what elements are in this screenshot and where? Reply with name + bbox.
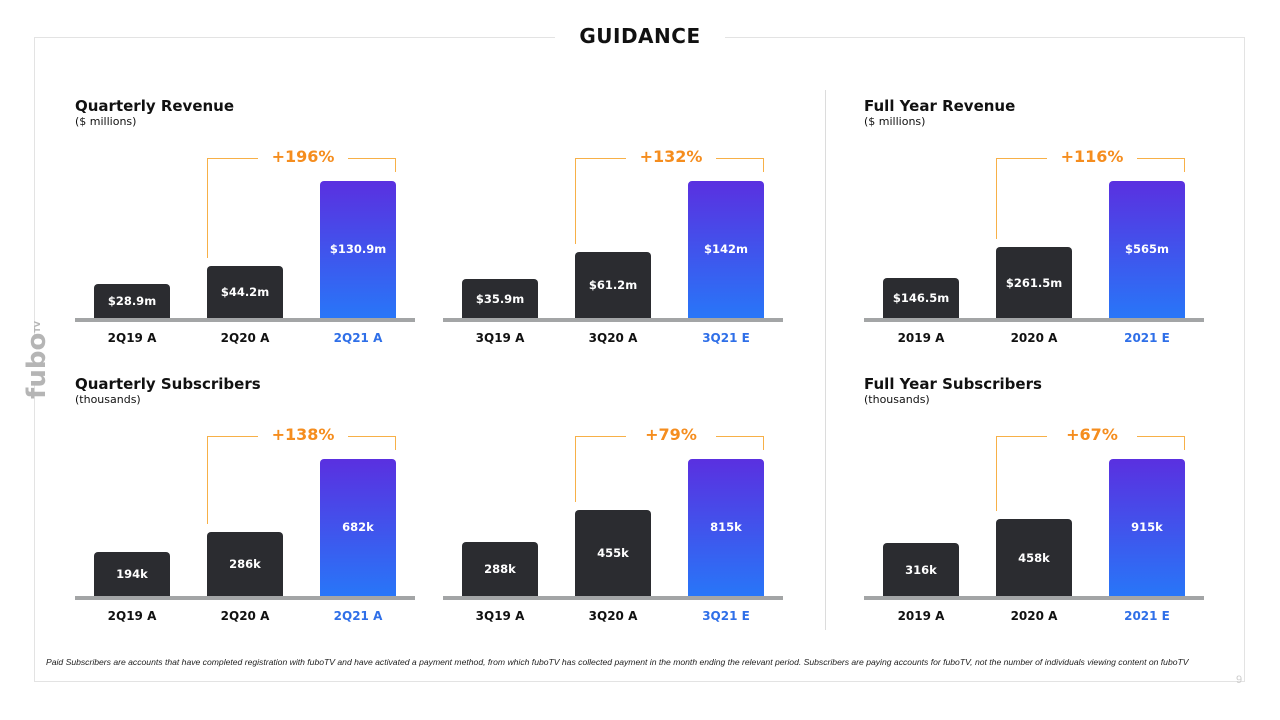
chart-title: Quarterly Subscribers [75, 375, 261, 393]
growth-label: +79% [626, 425, 716, 444]
growth-label: +132% [626, 147, 716, 166]
growth-label: +138% [258, 425, 348, 444]
tick-label: 2Q20 A [220, 331, 270, 345]
page-title: GUIDANCE [555, 24, 725, 48]
data-label: $146.5m [892, 291, 950, 305]
bar: 286k [207, 532, 283, 596]
baseline [864, 318, 1204, 322]
growth-bracket-left [207, 436, 208, 524]
page-number: 9 [1236, 674, 1243, 686]
divider [825, 90, 826, 630]
baseline [443, 596, 783, 600]
data-label: $28.9m [107, 294, 157, 308]
bar: 815k [688, 459, 764, 596]
chart-title: Full Year Subscribers [864, 375, 1042, 393]
tick-label: 2Q19 A [107, 331, 157, 345]
data-label: 815k [710, 520, 742, 534]
tick-label: 2019 A [897, 609, 945, 623]
bar: $61.2m [575, 252, 651, 318]
data-label: $130.9m [329, 242, 387, 256]
data-label: $142m [704, 242, 748, 256]
tick-label: 3Q21 E [702, 331, 750, 345]
tick-label: 2Q20 A [220, 609, 270, 623]
tick-label: 3Q20 A [588, 609, 638, 623]
bar: $142m [688, 181, 764, 318]
tick-label: 2Q21 A [333, 331, 383, 345]
data-label: 194k [116, 567, 148, 581]
tick-label: 3Q21 E [702, 609, 750, 623]
chart-title: Full Year Revenue [864, 97, 1016, 115]
data-label: $61.2m [588, 278, 638, 292]
data-label: 915k [1131, 520, 1163, 534]
data-label: 682k [342, 520, 374, 534]
chart-panel: 288k 3Q19 A 455k 3Q20 A 815k 3Q21 E +79% [443, 375, 783, 635]
bar: $130.9m [320, 181, 396, 318]
data-label: 286k [229, 557, 261, 571]
growth-bracket-left [575, 158, 576, 244]
bar: 915k [1109, 459, 1185, 596]
data-label: $35.9m [475, 291, 525, 306]
bar: $44.2m [207, 266, 283, 318]
data-label: $44.2m [220, 285, 270, 299]
chart-subtitle: ($ millions) [864, 115, 926, 128]
logo-sup: TV [32, 321, 42, 333]
data-label: 288k [484, 562, 516, 576]
growth-label: +196% [258, 147, 348, 166]
bar: $261.5m [996, 247, 1072, 318]
tick-label: 2021 E [1124, 331, 1170, 345]
growth-label: +116% [1047, 147, 1137, 166]
bar: 194k [94, 552, 170, 596]
tick-label: 3Q19 A [475, 609, 525, 623]
bar: 458k [996, 519, 1072, 596]
bar: $28.9m [94, 284, 170, 318]
data-label: 455k [597, 546, 629, 560]
logo-text: fubo [22, 332, 52, 399]
data-label: $261.5m [1005, 275, 1063, 290]
growth-bracket-left [207, 158, 208, 258]
growth-bracket-right [763, 158, 764, 172]
growth-bracket-right [1184, 158, 1185, 172]
bar: 316k [883, 543, 959, 596]
tick-label: 2019 A [897, 331, 945, 345]
bar: 455k [575, 510, 651, 596]
baseline [443, 318, 783, 322]
growth-label: +67% [1047, 425, 1137, 444]
growth-bracket-left [575, 436, 576, 502]
bar: 288k [462, 542, 538, 596]
data-label: $565m [1125, 242, 1169, 256]
data-label: 458k [1018, 550, 1050, 565]
tick-label: 2021 E [1124, 609, 1170, 623]
chart-panel: Full Year Revenue ($ millions) $146.5m 2019… [864, 97, 1204, 357]
bar: 682k [320, 459, 396, 596]
growth-bracket-right [1184, 436, 1185, 450]
chart-panel: $35.9m 3Q19 A $61.2m 3Q20 A $142m 3Q21 E +132% [443, 97, 783, 357]
tick-label: 3Q20 A [588, 331, 638, 345]
baseline [75, 318, 415, 322]
fubotv-logo: fubo TV [12, 321, 62, 399]
growth-bracket-right [395, 158, 396, 172]
growth-bracket-right [395, 436, 396, 450]
chart-subtitle: ($ millions) [75, 115, 137, 128]
bar: $565m [1109, 181, 1185, 318]
chart-panel: Quarterly Subscribers (thousands) 194k 2Q19… [75, 375, 415, 635]
chart-title: Quarterly Revenue [75, 97, 235, 115]
footnote: Paid Subscribers are accounts that have … [46, 657, 1189, 667]
chart-panel: Full Year Subscribers (thousands) 316k 2019… [864, 375, 1204, 635]
tick-label: 2Q19 A [107, 609, 157, 623]
data-label: 316k [905, 562, 937, 577]
chart-subtitle: (thousands) [864, 393, 930, 406]
tick-label: 2020 A [1010, 609, 1058, 623]
chart-panel: Quarterly Revenue ($ millions) $28.9m 2Q19 … [75, 97, 415, 357]
growth-bracket-left [996, 436, 997, 511]
baseline [864, 596, 1204, 600]
bar: $35.9m [462, 279, 538, 318]
chart-subtitle: (thousands) [75, 393, 141, 406]
tick-label: 3Q19 A [475, 331, 525, 345]
tick-label: 2020 A [1010, 331, 1058, 345]
baseline [75, 596, 415, 600]
tick-label: 2Q21 A [333, 609, 383, 623]
growth-bracket-right [763, 436, 764, 450]
bar: $146.5m [883, 278, 959, 318]
growth-bracket-left [996, 158, 997, 239]
